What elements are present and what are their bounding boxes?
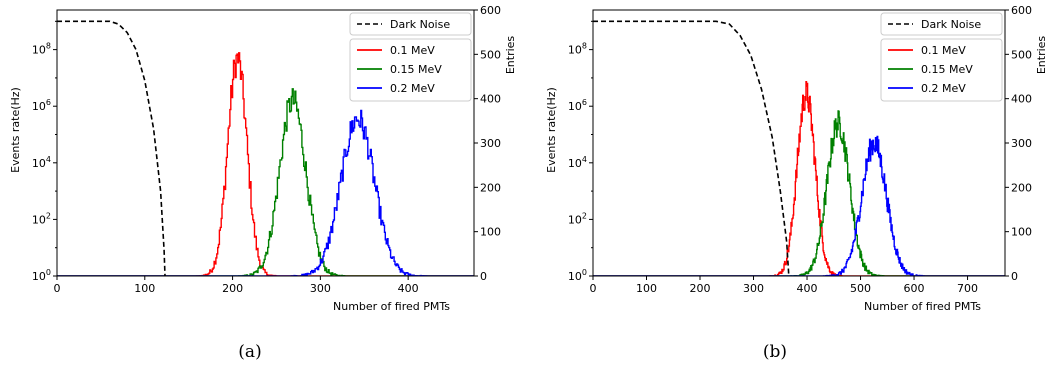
y-left-axis-label: Events rate(Hz) (545, 87, 558, 173)
tick-exponent: 6 (582, 98, 587, 107)
x-tick-label: 300 (743, 282, 764, 295)
tick-base: 10 (568, 213, 582, 226)
y-right-tick-label: 100 (480, 226, 501, 239)
legend-label-series: 0.15 MeV (390, 63, 442, 76)
tick-base: 10 (32, 44, 46, 57)
y-right-tick-label: 600 (480, 4, 501, 17)
x-axis-label: Number of fired PMTs (333, 300, 450, 313)
y-right-axis-label: Entries (1035, 36, 1048, 75)
legend-box-series (880, 38, 1003, 102)
y-right-tick-label: 300 (1011, 137, 1032, 150)
figure-caption: (a) (238, 342, 261, 362)
x-tick-label: 700 (957, 282, 978, 295)
legend-label-series: 0.1 MeV (390, 44, 435, 57)
y-right-tick-label: 500 (1011, 48, 1032, 61)
y-left-tick-label: 100 (32, 268, 51, 283)
series-line-0.1-mev (57, 52, 474, 276)
tick-exponent: 6 (46, 98, 51, 107)
series-line-0.1-mev (593, 81, 1005, 276)
series-line-0.15-mev (57, 88, 474, 276)
tick-base: 10 (32, 213, 46, 226)
y-right-axis-label: Entries (504, 36, 517, 75)
x-tick-label: 400 (797, 282, 818, 295)
x-tick-label: 400 (398, 282, 419, 295)
y-right-tick-label: 400 (1011, 93, 1032, 106)
tick-exponent: 8 (582, 42, 587, 51)
x-tick-label: 200 (222, 282, 243, 295)
legend-box-dark-noise (349, 12, 472, 36)
x-tick-label: 200 (690, 282, 711, 295)
legend-box-dark-noise (880, 12, 1003, 36)
y-right-tick-label: 200 (480, 181, 501, 194)
series-line-0.2-mev (57, 109, 474, 276)
x-tick-label: 0 (590, 282, 597, 295)
y-right-tick-label: 600 (1011, 4, 1032, 17)
tick-base: 10 (568, 270, 582, 283)
legend-label-dark-noise: Dark Noise (921, 18, 981, 31)
y-right-tick-label: 300 (480, 137, 501, 150)
y-left-tick-label: 104 (32, 155, 51, 170)
y-right-tick-label: 0 (1011, 270, 1018, 283)
legend-label-series: 0.2 MeV (921, 82, 966, 95)
tick-base: 10 (568, 100, 582, 113)
y-right-tick-label: 500 (480, 48, 501, 61)
figure-caption: (b) (763, 342, 787, 362)
tick-exponent: 0 (582, 268, 587, 277)
legend-label-series: 0.1 MeV (921, 44, 966, 57)
x-tick-label: 300 (310, 282, 331, 295)
y-left-tick-label: 102 (32, 211, 51, 226)
y-left-tick-label: 108 (32, 42, 51, 57)
tick-base: 10 (568, 157, 582, 170)
tick-base: 10 (32, 157, 46, 170)
y-left-tick-label: 108 (568, 42, 587, 57)
x-tick-label: 0 (54, 282, 61, 295)
x-axis-label: Number of fired PMTs (864, 300, 981, 313)
y-right-tick-label: 0 (480, 270, 487, 283)
tick-base: 10 (32, 270, 46, 283)
y-right-tick-label: 200 (1011, 181, 1032, 194)
y-left-tick-label: 102 (568, 211, 587, 226)
tick-exponent: 4 (46, 155, 51, 164)
y-left-tick-label: 104 (568, 155, 587, 170)
y-left-axis-label: Events rate(Hz) (9, 87, 22, 173)
legend-label-dark-noise: Dark Noise (390, 18, 450, 31)
series-line-0.15-mev (593, 110, 1005, 276)
legend-box-series (349, 38, 472, 102)
dark-noise-line (57, 20, 166, 276)
x-tick-label: 100 (134, 282, 155, 295)
tick-exponent: 0 (46, 268, 51, 277)
y-left-tick-label: 106 (568, 98, 587, 113)
tick-base: 10 (32, 100, 46, 113)
tick-base: 10 (568, 44, 582, 57)
tick-exponent: 2 (582, 211, 587, 220)
tick-exponent: 2 (46, 211, 51, 220)
legend-label-series: 0.15 MeV (921, 63, 973, 76)
x-tick-label: 100 (636, 282, 657, 295)
legend-label-series: 0.2 MeV (390, 82, 435, 95)
y-left-tick-label: 106 (32, 98, 51, 113)
y-right-tick-label: 400 (480, 93, 501, 106)
series-line-0.2-mev (593, 135, 1005, 276)
tick-exponent: 8 (46, 42, 51, 51)
x-tick-label: 500 (850, 282, 871, 295)
x-tick-label: 600 (904, 282, 925, 295)
tick-exponent: 4 (582, 155, 587, 164)
dark-noise-line (593, 20, 790, 276)
y-right-tick-label: 100 (1011, 226, 1032, 239)
y-left-tick-label: 100 (568, 268, 587, 283)
